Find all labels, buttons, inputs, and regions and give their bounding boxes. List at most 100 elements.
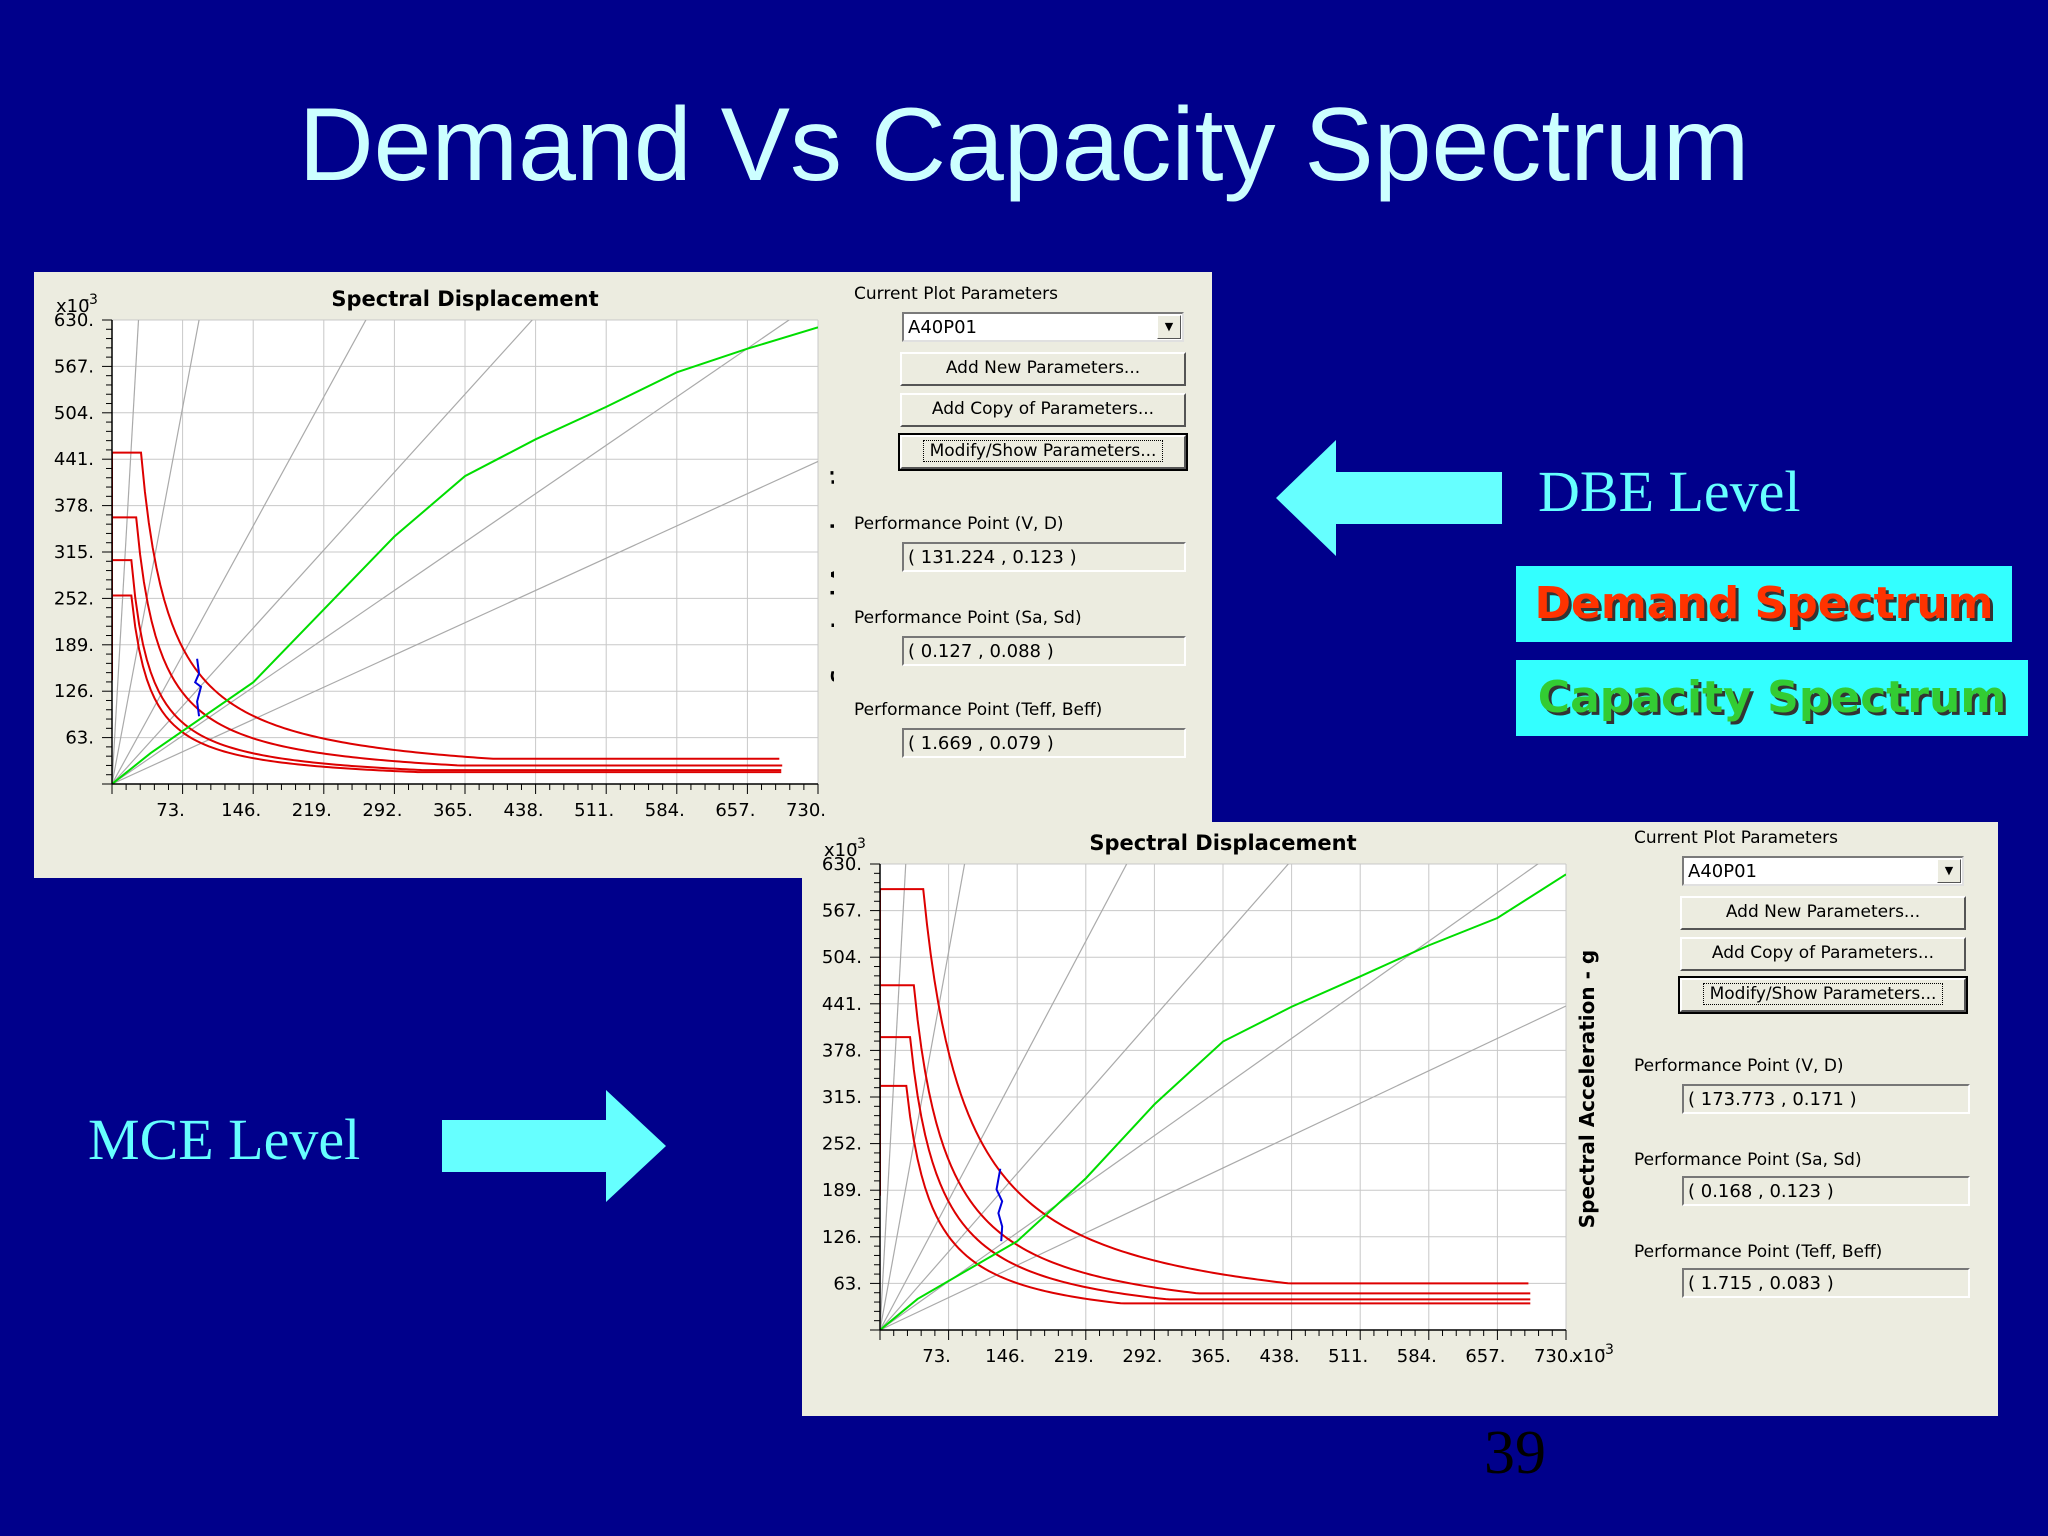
demand-curve (880, 888, 1529, 1285)
current-params-label: Current Plot Parameters (1634, 828, 1838, 848)
spectrum-chart-dbe: 73. 146. 219. 292. 365. 438. 511. 584. 657. 730. 6… (54, 287, 834, 821)
demand-curve (880, 1036, 1531, 1301)
add-new-params-button[interactable]: Add New Parameters... (900, 352, 1186, 386)
chevron-down-icon[interactable]: ▼ (1157, 315, 1181, 339)
demand-curve (880, 984, 1531, 1295)
period-line (112, 320, 367, 784)
x-tick-label: 657. (715, 800, 755, 821)
x-tick-label: 511. (1328, 1346, 1368, 1367)
demand-curve (112, 451, 780, 760)
performance-point-mark (995, 1168, 1004, 1242)
x-tick-label: 657. (1465, 1346, 1505, 1367)
pp-teff-label: Performance Point (Teff, Beff) (1634, 1242, 1883, 1262)
x-tick-label: 219. (1054, 1346, 1094, 1367)
x-tick-label: 292. (1122, 1346, 1162, 1367)
y-tick-label: 441. (822, 994, 862, 1015)
y-tick-label: 252. (822, 1134, 862, 1155)
params-select[interactable]: A40P01 ▼ (902, 312, 1184, 342)
params-select-value: A40P01 (1688, 861, 1757, 882)
params-select[interactable]: A40P01 ▼ (1682, 856, 1964, 886)
spectrum-chart-mce: 73. 146. 219. 292. 365. 438. 511. 584. 657. 730. 6… (822, 831, 1614, 1367)
y-multiplier: x10 (824, 840, 858, 861)
pp-vd-value: ( 131.224 , 0.123 ) (902, 542, 1186, 572)
demand-curve (112, 516, 783, 767)
chart-title: Spectral Displacement (331, 287, 598, 311)
y-tick-label: 189. (54, 635, 94, 656)
mce-level-label: MCE Level (88, 1107, 361, 1172)
right-arrow-icon (442, 1090, 666, 1202)
left-arrow-icon (1276, 440, 1502, 556)
x-tick-label: 730. (786, 800, 826, 821)
y-tick-label: 315. (54, 542, 94, 563)
y-exponent: -3 (84, 292, 98, 308)
y-tick-label: 441. (54, 449, 94, 470)
y-tick-label: 189. (822, 1180, 862, 1201)
pp-teff-label: Performance Point (Teff, Beff) (854, 700, 1103, 720)
add-copy-params-button[interactable]: Add Copy of Parameters... (900, 393, 1186, 427)
x-tick-label: 365. (433, 800, 473, 821)
performance-point-mark (193, 658, 203, 717)
add-copy-params-button[interactable]: Add Copy of Parameters... (1680, 937, 1966, 971)
capacity-curve (880, 873, 1566, 1330)
y-tick-label: 630. (54, 310, 94, 331)
x-tick-label: 365. (1191, 1346, 1231, 1367)
current-params-label: Current Plot Parameters (854, 284, 1058, 304)
y-tick-label: 63. (833, 1273, 862, 1294)
pp-sasd-value: ( 0.168 , 0.123 ) (1682, 1176, 1970, 1206)
demand-curve (112, 594, 782, 774)
demand-spectrum-tag: Demand Spectrum (1516, 566, 2012, 642)
y-tick-label: 315. (822, 1087, 862, 1108)
y-tick-label: 63. (65, 728, 94, 749)
chart-title: Spectral Displacement (1089, 831, 1356, 855)
pp-vd-label: Performance Point (V, D) (854, 514, 1064, 534)
plot-panel-mce: 73. 146. 219. 292. 365. 438. 511. 584. 657. 730. 6… (802, 822, 1998, 1416)
modify-params-button[interactable]: Modify/Show Parameters... (898, 433, 1188, 471)
plot-series (112, 320, 818, 784)
demand-curve (880, 1084, 1531, 1305)
pp-sasd-label: Performance Point (Sa, Sd) (854, 608, 1082, 628)
x-tick-label: 73. (922, 1346, 951, 1367)
y-tick-label: 126. (54, 681, 94, 702)
pp-teff-value: ( 1.669 , 0.079 ) (902, 728, 1186, 758)
capacity-curve (112, 326, 818, 784)
x-tick-label: 292. (362, 800, 402, 821)
pp-vd-value: ( 173.773 , 0.171 ) (1682, 1084, 1970, 1114)
period-line (880, 1005, 1566, 1330)
y-tick-label: 567. (822, 901, 862, 922)
y-tick-label: 504. (822, 947, 862, 968)
x-tick-label: 438. (504, 800, 544, 821)
modify-params-button[interactable]: Modify/Show Parameters... (1678, 976, 1968, 1014)
x-tick-label: 438. (1260, 1346, 1300, 1367)
x-tick-label: 146. (221, 800, 261, 821)
capacity-spectrum-tag: Capacity Spectrum (1516, 660, 2028, 736)
slide-title: Demand Vs Capacity Spectrum (298, 87, 1750, 203)
y-multiplier: x10 (56, 296, 90, 317)
add-new-params-button[interactable]: Add New Parameters... (1680, 896, 1966, 930)
period-line (880, 864, 1539, 1330)
y-tick-label: 504. (54, 403, 94, 424)
chevron-down-icon[interactable]: ▼ (1937, 859, 1961, 883)
period-line (880, 864, 1128, 1330)
y-tick-label: 567. (54, 356, 94, 377)
page-number: 39 (1484, 1419, 1546, 1487)
pp-sasd-label: Performance Point (Sa, Sd) (1634, 1150, 1862, 1170)
modify-params-label: Modify/Show Parameters... (1702, 983, 1944, 1005)
y-tick-label: 378. (54, 496, 94, 517)
x-exponent: -3 (1600, 1342, 1614, 1358)
x-tick-label: 584. (645, 800, 685, 821)
y-tick-label: 126. (822, 1227, 862, 1248)
period-line (880, 864, 1290, 1330)
y-tick-label: 630. (822, 854, 862, 875)
x-multiplier: x10 (1572, 1346, 1606, 1367)
pp-teff-value: ( 1.715 , 0.083 ) (1682, 1268, 1970, 1298)
x-tick-label: 146. (985, 1346, 1025, 1367)
demand-curve (112, 559, 782, 772)
params-select-value: A40P01 (908, 317, 977, 338)
dbe-level-label: DBE Level (1538, 459, 1801, 524)
x-tick-label: 584. (1397, 1346, 1437, 1367)
period-line (112, 320, 534, 784)
pp-sasd-value: ( 0.127 , 0.088 ) (902, 636, 1186, 666)
y-tick-label: 378. (822, 1040, 862, 1061)
pp-vd-label: Performance Point (V, D) (1634, 1056, 1844, 1076)
plot-panel-dbe: 73. 146. 219. 292. 365. 438. 511. 584. 657. 730. 6… (34, 272, 1212, 878)
